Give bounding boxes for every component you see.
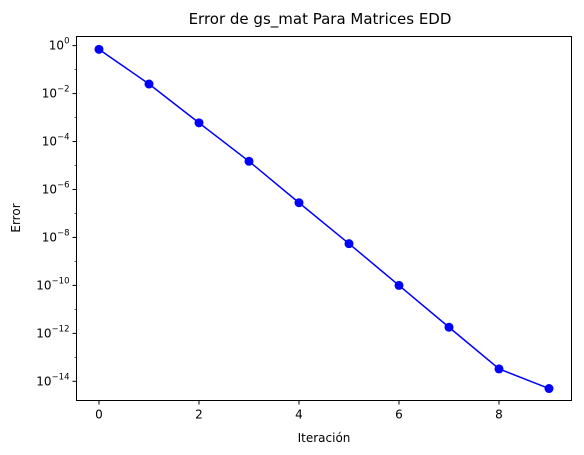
data-point: [244, 156, 254, 166]
error-series-line: [98, 48, 550, 390]
data-point: [294, 198, 304, 208]
y-tick-label: 10−10: [36, 276, 69, 292]
x-tick-label: 6: [395, 408, 403, 422]
x-axis-label: Iteración: [298, 431, 351, 445]
y-axis-label: Error: [9, 203, 23, 232]
y-tick-label: 10−14: [36, 372, 69, 388]
data-point: [344, 239, 354, 249]
error-series-markers: [94, 44, 554, 394]
data-point: [544, 384, 554, 394]
plot-area: 0 2 4 6 8 100 10−2 10−4 10−6 10−8 10−10 10−12 10−14: [36, 36, 572, 422]
y-minor-ticks: [74, 69, 77, 358]
x-tick-label: 2: [195, 408, 203, 422]
y-tick-label: 10−2: [42, 85, 70, 101]
y-tick-label: 100: [49, 37, 70, 53]
data-point: [194, 118, 204, 128]
chart-title: Error de gs_mat Para Matrices EDD: [189, 10, 452, 29]
y-tick-label: 10−12: [36, 324, 69, 340]
data-point: [444, 322, 454, 332]
data-point: [144, 79, 154, 89]
data-point: [394, 280, 404, 290]
x-tick-label: 0: [95, 408, 103, 422]
data-point: [94, 44, 104, 54]
y-axis-ticks: 100 10−2 10−4 10−6 10−8 10−10 10−12 10−14: [36, 37, 77, 388]
y-tick-label: 10−8: [42, 228, 70, 244]
x-axis-ticks: 0 2 4 6 8: [95, 400, 503, 422]
x-tick-label: 8: [495, 408, 503, 422]
plot-frame: [76, 36, 572, 401]
y-tick-label: 10−4: [42, 133, 70, 149]
data-point: [494, 364, 504, 374]
x-tick-label: 4: [295, 408, 303, 422]
y-tick-label: 10−6: [42, 180, 70, 196]
